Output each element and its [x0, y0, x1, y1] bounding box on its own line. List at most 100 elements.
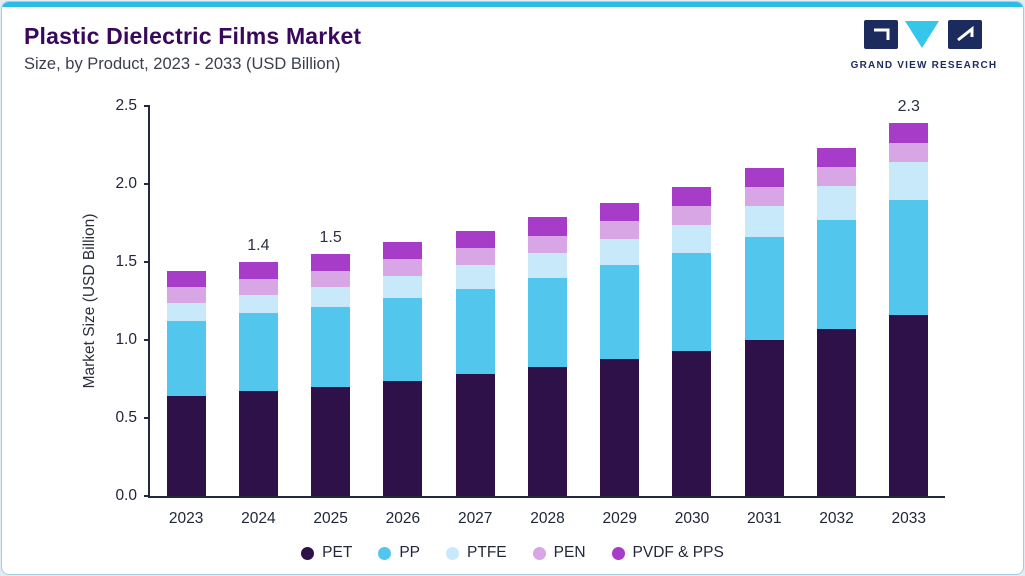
bar-segment-PVDF-PPS-2026 — [383, 241, 423, 259]
y-tick-0.5: 0.5 — [115, 409, 150, 427]
bar-2032: 2032 — [817, 148, 857, 527]
legend-item-PEN: PEN — [532, 544, 586, 562]
bar-segment-PTFE-2032 — [817, 185, 857, 220]
bar-segment-PTFE-2023 — [166, 302, 206, 322]
page-title: Plastic Dielectric Films Market — [24, 23, 362, 49]
y-tick-label: 1.5 — [115, 253, 137, 270]
bar-segment-PTFE-2027 — [455, 265, 495, 289]
bar-segment-PP-2025 — [311, 307, 351, 387]
legend: PET PP PTFE PEN PVDF & PPS — [2, 544, 1023, 562]
bar-segment-PEN-2027 — [455, 247, 495, 266]
bar-segment-PET-2030 — [672, 350, 712, 496]
bar-segment-PP-2033 — [889, 199, 929, 316]
bar-segment-PEN-2025 — [311, 271, 351, 287]
brand-logo: GRAND VIEW RESEARCH — [849, 19, 999, 71]
bar-segment-PP-2027 — [455, 288, 495, 375]
legend-item-PTFE: PTFE — [446, 544, 507, 562]
bar-2027: 2027 — [455, 230, 495, 527]
bar-segment-PEN-2032 — [817, 166, 857, 186]
legend-item-PVDF-PPS: PVDF & PPS — [611, 544, 724, 562]
bar-2033: 2033 2.3 — [889, 98, 929, 527]
bar-segment-PET-2031 — [744, 340, 784, 496]
bar-2025: 2025 1.5 — [311, 229, 351, 527]
bar-segment-PET-2032 — [817, 329, 857, 496]
legend-label: PET — [322, 544, 353, 561]
bar-segment-PTFE-2025 — [311, 287, 351, 308]
bar-segment-PET-2027 — [455, 374, 495, 496]
x-label-2028: 2028 — [530, 510, 565, 527]
bar-segment-PEN-2023 — [166, 286, 206, 303]
legend-item-PP: PP — [378, 544, 420, 562]
y-tick-mark — [144, 417, 150, 419]
bar-segment-PET-2026 — [383, 380, 423, 496]
bar-segment-PEN-2030 — [672, 205, 712, 225]
x-label-2033: 2033 — [891, 510, 927, 527]
bar-segment-PTFE-2028 — [527, 252, 567, 278]
y-tick-mark — [144, 339, 150, 341]
legend-dot — [301, 546, 315, 560]
bar-segment-PET-2024 — [238, 391, 278, 496]
x-label-2024: 2024 — [241, 510, 276, 527]
bar-segment-PEN-2033 — [889, 143, 929, 163]
y-tick-label: 2.0 — [115, 175, 137, 192]
bar-segment-PP-2031 — [744, 237, 784, 340]
y-tick-label: 1.0 — [115, 331, 137, 348]
y-tick-mark — [144, 495, 150, 497]
bar-segment-PVDF-PPS-2027 — [455, 230, 495, 248]
bar-segment-PEN-2026 — [383, 258, 423, 277]
legend-label: PEN — [553, 544, 586, 561]
x-label-2026: 2026 — [385, 510, 421, 527]
bar-segment-PVDF-PPS-2028 — [527, 216, 567, 236]
bar-segment-PVDF-PPS-2033 — [889, 123, 929, 144]
bar-segment-PP-2026 — [383, 297, 423, 381]
bar-segment-PTFE-2030 — [672, 224, 712, 253]
bar-segment-PVDF-PPS-2024 — [238, 262, 278, 280]
bar-segment-PVDF-PPS-2023 — [166, 271, 206, 287]
bar-segment-PP-2028 — [527, 277, 567, 367]
bar-segment-PTFE-2029 — [600, 238, 640, 266]
grand-view-research-logo-icon — [864, 20, 982, 49]
legend-dot — [446, 546, 460, 560]
bar-2026: 2026 — [383, 241, 423, 527]
bar-2029: 2029 — [600, 202, 640, 527]
value-label-2024: 1.4 — [247, 237, 270, 255]
logo-text: GRAND VIEW RESEARCH — [850, 60, 998, 71]
bar-segment-PET-2025 — [311, 386, 351, 496]
legend-dot — [611, 546, 625, 560]
y-tick-label: 2.5 — [115, 97, 137, 114]
bar-segment-PEN-2031 — [744, 187, 784, 206]
chart-subtitle: Size, by Product, 2023 - 2033 (USD Billi… — [24, 55, 341, 73]
value-label-2033: 2.3 — [897, 98, 920, 116]
x-label-2023: 2023 — [168, 510, 204, 527]
bar-segment-PP-2032 — [817, 219, 857, 330]
legend-item-PET: PET — [301, 544, 352, 562]
bar-segment-PP-2029 — [600, 265, 640, 359]
bar-segment-PET-2029 — [600, 358, 640, 496]
y-tick-label: 0.0 — [115, 487, 137, 504]
y-tick-label: 0.5 — [115, 409, 137, 426]
bar-segment-PP-2030 — [672, 252, 712, 351]
legend-label: PVDF & PPS — [632, 544, 724, 561]
bar-segment-PEN-2029 — [600, 221, 640, 239]
bar-2024: 2024 1.4 — [238, 237, 278, 527]
accent-bar — [2, 2, 1023, 7]
bar-2031: 2031 — [744, 168, 784, 527]
y-tick-mark — [144, 261, 150, 263]
legend-dot — [378, 546, 392, 560]
legend-label: PTFE — [467, 544, 507, 561]
y-tick-mark — [144, 105, 150, 107]
bar-segment-PVDF-PPS-2025 — [311, 254, 351, 272]
legend-dot — [532, 546, 546, 560]
bar-segment-PTFE-2026 — [383, 276, 423, 298]
bar-segment-PET-2033 — [889, 315, 929, 496]
bar-segment-PET-2028 — [527, 366, 567, 496]
bar-2023: 2023 — [166, 271, 206, 527]
bar-segment-PVDF-PPS-2029 — [600, 202, 640, 222]
bar-segment-PVDF-PPS-2030 — [672, 187, 712, 206]
y-tick-0.0: 0.0 — [115, 487, 150, 505]
bar-segment-PTFE-2024 — [238, 294, 278, 314]
bar-segment-PTFE-2033 — [889, 162, 929, 200]
bar-segment-PP-2023 — [166, 321, 206, 397]
chart-area: Market Size (USD Billion) 0.0 0.5 1.0 1.5 2.… — [2, 92, 1023, 574]
y-tick-1.0: 1.0 — [115, 331, 150, 349]
